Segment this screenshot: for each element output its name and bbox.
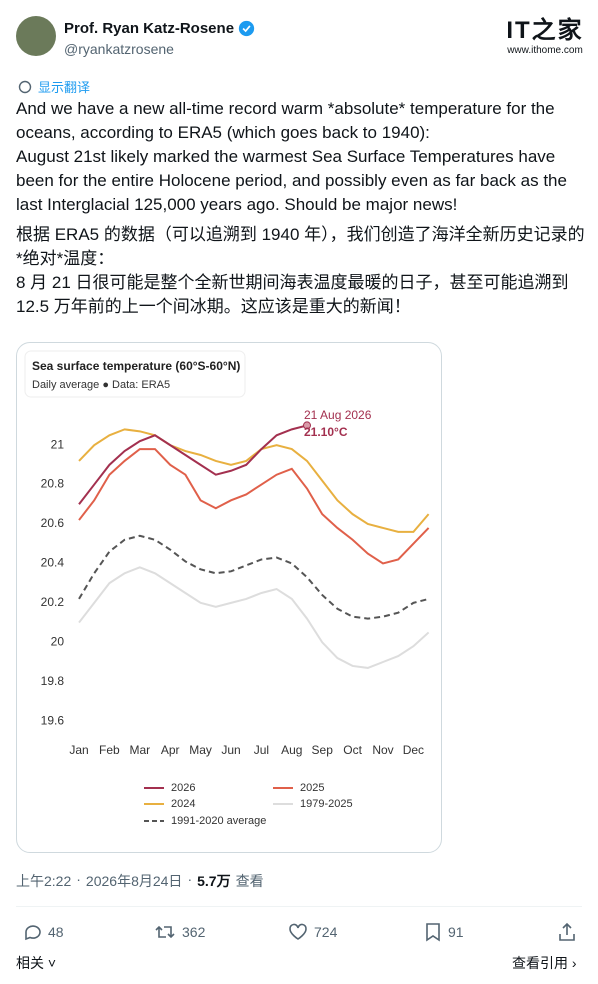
series-line bbox=[78, 424, 308, 505]
x-tick-label: Oct bbox=[343, 743, 362, 757]
repost-count: 362 bbox=[182, 924, 206, 940]
y-tick-label: 20.8 bbox=[41, 477, 65, 491]
text-en: August 21st likely marked the warmest Se… bbox=[16, 147, 567, 214]
series-line bbox=[78, 566, 430, 669]
translate-icon bbox=[18, 80, 32, 93]
bookmark-count: 91 bbox=[448, 924, 464, 940]
divider bbox=[16, 906, 582, 907]
x-tick-label: Sep bbox=[312, 743, 334, 757]
chart-card[interactable]: Sea surface temperature (60°S-60°N) Dail… bbox=[16, 342, 442, 853]
author-name[interactable]: Prof. Ryan Katz-Rosene bbox=[64, 20, 235, 37]
legend-label: 2025 bbox=[300, 782, 324, 794]
quotes-text[interactable]: 查看引用 bbox=[512, 955, 568, 971]
chart: Sea surface temperature (60°S-60°N) Dail… bbox=[24, 350, 430, 827]
annotation-date: 21 Aug 2026 bbox=[304, 408, 372, 422]
reply[interactable]: 48 bbox=[22, 922, 64, 942]
views-label: 查看 bbox=[235, 873, 264, 889]
x-tick-label: Jun bbox=[221, 743, 240, 757]
related[interactable]: 相关 ˅ bbox=[16, 955, 57, 971]
text-zh: 8 月 21 日很可能是整个全新世期间海表温度最暖的日子，甚至可能追溯到 12.… bbox=[16, 273, 569, 316]
x-tick-label: Mar bbox=[129, 743, 150, 757]
date[interactable]: 2026年8月24日 bbox=[85, 873, 183, 889]
watermark-url: www.ithome.com bbox=[507, 45, 583, 56]
like-count: 724 bbox=[314, 924, 338, 940]
time[interactable]: 上午2:22 bbox=[16, 873, 72, 889]
chart-title: Sea surface temperature (60°S-60°N) bbox=[32, 359, 240, 373]
y-tick-label: 21 bbox=[51, 437, 65, 451]
x-tick-label: Jan bbox=[69, 743, 88, 757]
share[interactable] bbox=[558, 922, 576, 942]
watermark-logo: IT之家 bbox=[506, 17, 584, 44]
chart-subtitle: Daily average ● Data: ERA5 bbox=[32, 379, 170, 391]
legend-label: 2024 bbox=[171, 798, 195, 810]
like[interactable]: 724 bbox=[288, 922, 337, 942]
quotes[interactable]: 查看引用 › bbox=[512, 955, 577, 971]
highlight-point bbox=[303, 421, 311, 430]
annotation-value: 21.10°C bbox=[304, 425, 348, 439]
bookmark[interactable]: 91 bbox=[424, 922, 464, 942]
reply-count: 48 bbox=[48, 924, 64, 940]
series-line bbox=[78, 448, 430, 565]
like-icon bbox=[289, 923, 307, 940]
reply-icon bbox=[25, 925, 41, 941]
x-tick-label: May bbox=[189, 743, 212, 757]
y-tick-label: 20 bbox=[51, 634, 65, 648]
legend-label: 1979-2025 bbox=[300, 798, 353, 810]
y-tick-label: 20.4 bbox=[41, 556, 65, 570]
repost[interactable]: 362 bbox=[154, 922, 205, 942]
x-tick-label: Jul bbox=[254, 743, 269, 757]
title-box bbox=[24, 350, 246, 398]
author[interactable]: Prof. Ryan Katz-Rosene bbox=[64, 20, 255, 37]
y-tick-label: 19.6 bbox=[41, 713, 65, 727]
translate[interactable]: 显示翻译 bbox=[18, 77, 90, 96]
x-tick-label: Dec bbox=[403, 743, 424, 757]
tweet-text: And we have a new all-time record warm *… bbox=[16, 97, 586, 319]
x-tick-label: Apr bbox=[161, 743, 180, 757]
share-icon bbox=[559, 922, 575, 941]
watermark: IT之家 www.ithome.com bbox=[500, 10, 590, 56]
y-tick-label: 20.2 bbox=[41, 595, 65, 609]
legend-label: 2026 bbox=[171, 782, 195, 794]
views: 5.7万 bbox=[197, 873, 231, 889]
series-line bbox=[78, 428, 430, 533]
y-tick-label: 19.8 bbox=[41, 674, 65, 688]
meta: 上午2:22 · 2026年8月24日 · 5.7万 查看 bbox=[16, 871, 264, 889]
text-zh: 根据 ERA5 的数据（可以追溯到 1940 年），我们创造了海洋全新历史记录的… bbox=[16, 225, 585, 268]
y-tick-label: 20.6 bbox=[41, 516, 65, 530]
repost-icon bbox=[155, 925, 175, 939]
legend-label: 1991-2020 average bbox=[171, 815, 266, 827]
handle[interactable]: @ryankatzrosene bbox=[64, 41, 174, 57]
translate-text[interactable]: 显示翻译 bbox=[38, 80, 91, 95]
verified-badge bbox=[238, 20, 255, 37]
x-tick-label: Aug bbox=[281, 743, 302, 757]
x-tick-label: Nov bbox=[372, 743, 393, 757]
bookmark-icon bbox=[426, 923, 440, 942]
x-tick-label: Feb bbox=[99, 743, 120, 757]
related-text[interactable]: 相关 bbox=[16, 955, 44, 971]
avatar[interactable] bbox=[16, 16, 56, 56]
text-en: And we have a new all-time record warm *… bbox=[16, 99, 555, 142]
series-line bbox=[78, 534, 429, 620]
